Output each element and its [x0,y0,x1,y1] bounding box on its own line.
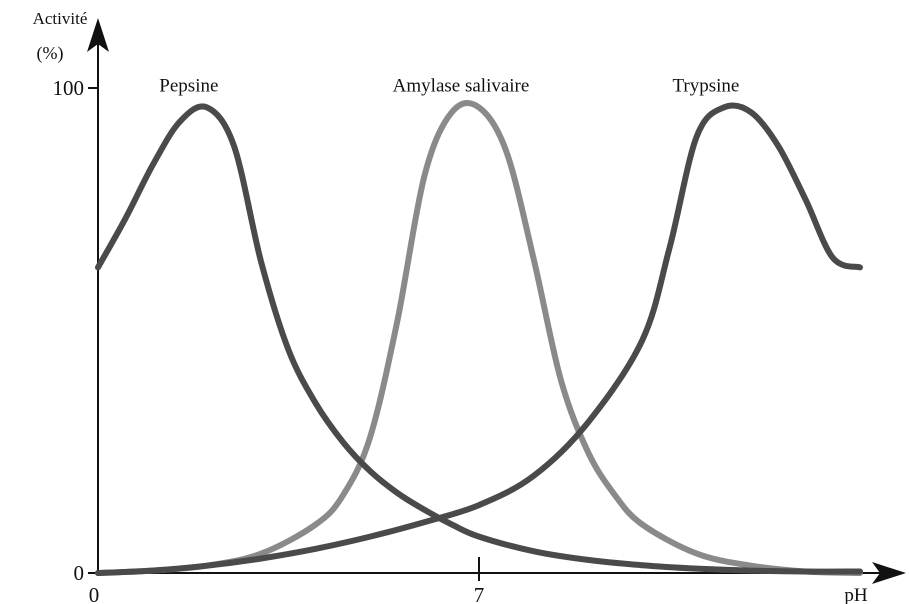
series-line-pepsine [98,106,860,571]
x-axis-label: pH [844,585,868,604]
series-label-amylase-salivaire: Amylase salivaire [393,75,530,96]
y-axis-unit: (%) [37,43,64,64]
x-tick-label: 7 [474,583,485,604]
y-tick-label: 100 [53,76,85,100]
y-axis [87,18,109,573]
x-tick-label: 0 [89,583,100,604]
series-line-trypsine [98,105,860,573]
y-tick-label: 0 [74,561,85,585]
y-axis-label: Activité [33,9,88,28]
series-label-trypsine: Trypsine [672,75,739,96]
series-curves [98,103,860,573]
series-labels: Pepsine Amylase salivaire Trypsine [159,75,739,96]
series-label-pepsine: Pepsine [159,75,218,96]
